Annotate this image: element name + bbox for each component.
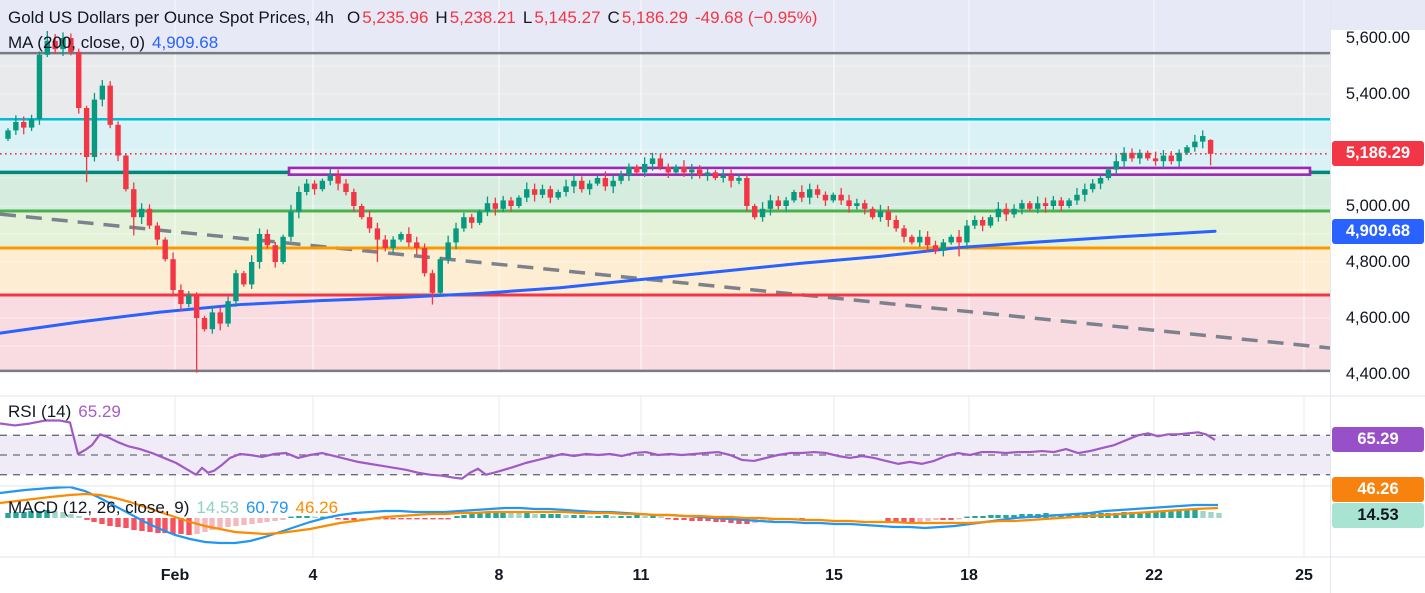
time-tick-label: 8	[494, 567, 504, 584]
macd-signal-badge: 46.26	[1332, 477, 1424, 502]
price-tick-label: 5,400.00	[1345, 84, 1411, 103]
price-tick-label: 4,800.00	[1345, 252, 1411, 271]
time-tick-label: 18	[960, 567, 978, 584]
price-tick-label: 5,600.00	[1345, 28, 1411, 47]
ma-label: MA (200, close, 0)	[8, 33, 146, 52]
time-tick-label: Feb	[160, 567, 190, 584]
macd-label: MACD (12, 26, close, 9)	[8, 498, 190, 517]
time-tick-label: 4	[308, 567, 318, 584]
macd-signal-value: 46.26	[295, 498, 339, 517]
ma-legend[interactable]: MA (200, close, 0) 4,909.68	[8, 33, 218, 53]
price-tick-label: 4,600.00	[1345, 308, 1411, 327]
symbol-legend[interactable]: Gold US Dollars per Ounce Spot Prices, 4…	[8, 8, 817, 28]
rsi-legend[interactable]: RSI (14) 65.29	[8, 402, 121, 422]
macd-legend[interactable]: MACD (12, 26, close, 9) 14.53 60.79 46.2…	[8, 498, 338, 518]
ohlc-high: H 5,238.21	[435, 8, 516, 27]
price-tick-label: 5,000.00	[1345, 196, 1411, 215]
rsi-value: 65.29	[78, 402, 121, 421]
time-tick-label: 11	[632, 567, 650, 584]
ma-price-badge: 4,909.68	[1332, 218, 1424, 244]
symbol-title: Gold US Dollars per Ounce Spot Prices, 4…	[8, 8, 334, 27]
time-tick-label: 25	[1295, 567, 1313, 584]
time-tick-label: 15	[825, 567, 843, 584]
axis-top-strip	[1330, 0, 1425, 30]
ma-value: 4,909.68	[152, 33, 219, 52]
price-change: -49.68 (−0.95%)	[695, 8, 818, 27]
time-tick-label: 22	[1145, 567, 1163, 584]
ohlc-low: L 5,145.27	[522, 8, 601, 27]
macd-hist-value: 14.53	[196, 498, 239, 517]
macd-line-value: 60.79	[245, 498, 289, 517]
rsi-value-badge: 65.29	[1332, 427, 1424, 453]
price-tick-label: 4,400.00	[1345, 364, 1411, 383]
price-axis-separator	[1330, 0, 1331, 593]
ohlc-open: O 5,235.96	[346, 8, 429, 27]
last-price-badge: 5,186.29	[1332, 141, 1424, 167]
ohlc-close: C 5,186.29	[607, 8, 688, 27]
macd-hist-badge: 14.53	[1332, 503, 1424, 528]
rsi-label: RSI (14)	[8, 402, 72, 421]
